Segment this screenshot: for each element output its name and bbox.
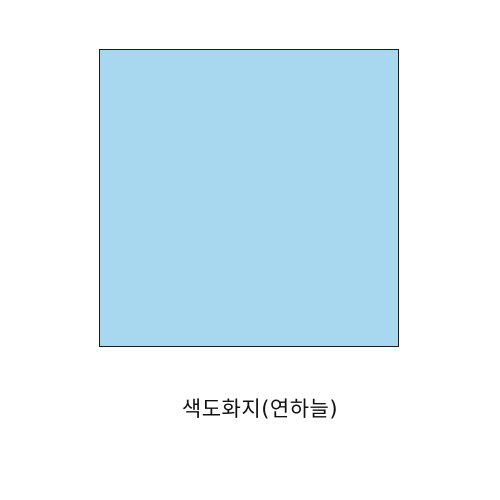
swatch-caption: 색도화지(연하늘) [181,397,339,421]
color-swatch [99,49,399,347]
